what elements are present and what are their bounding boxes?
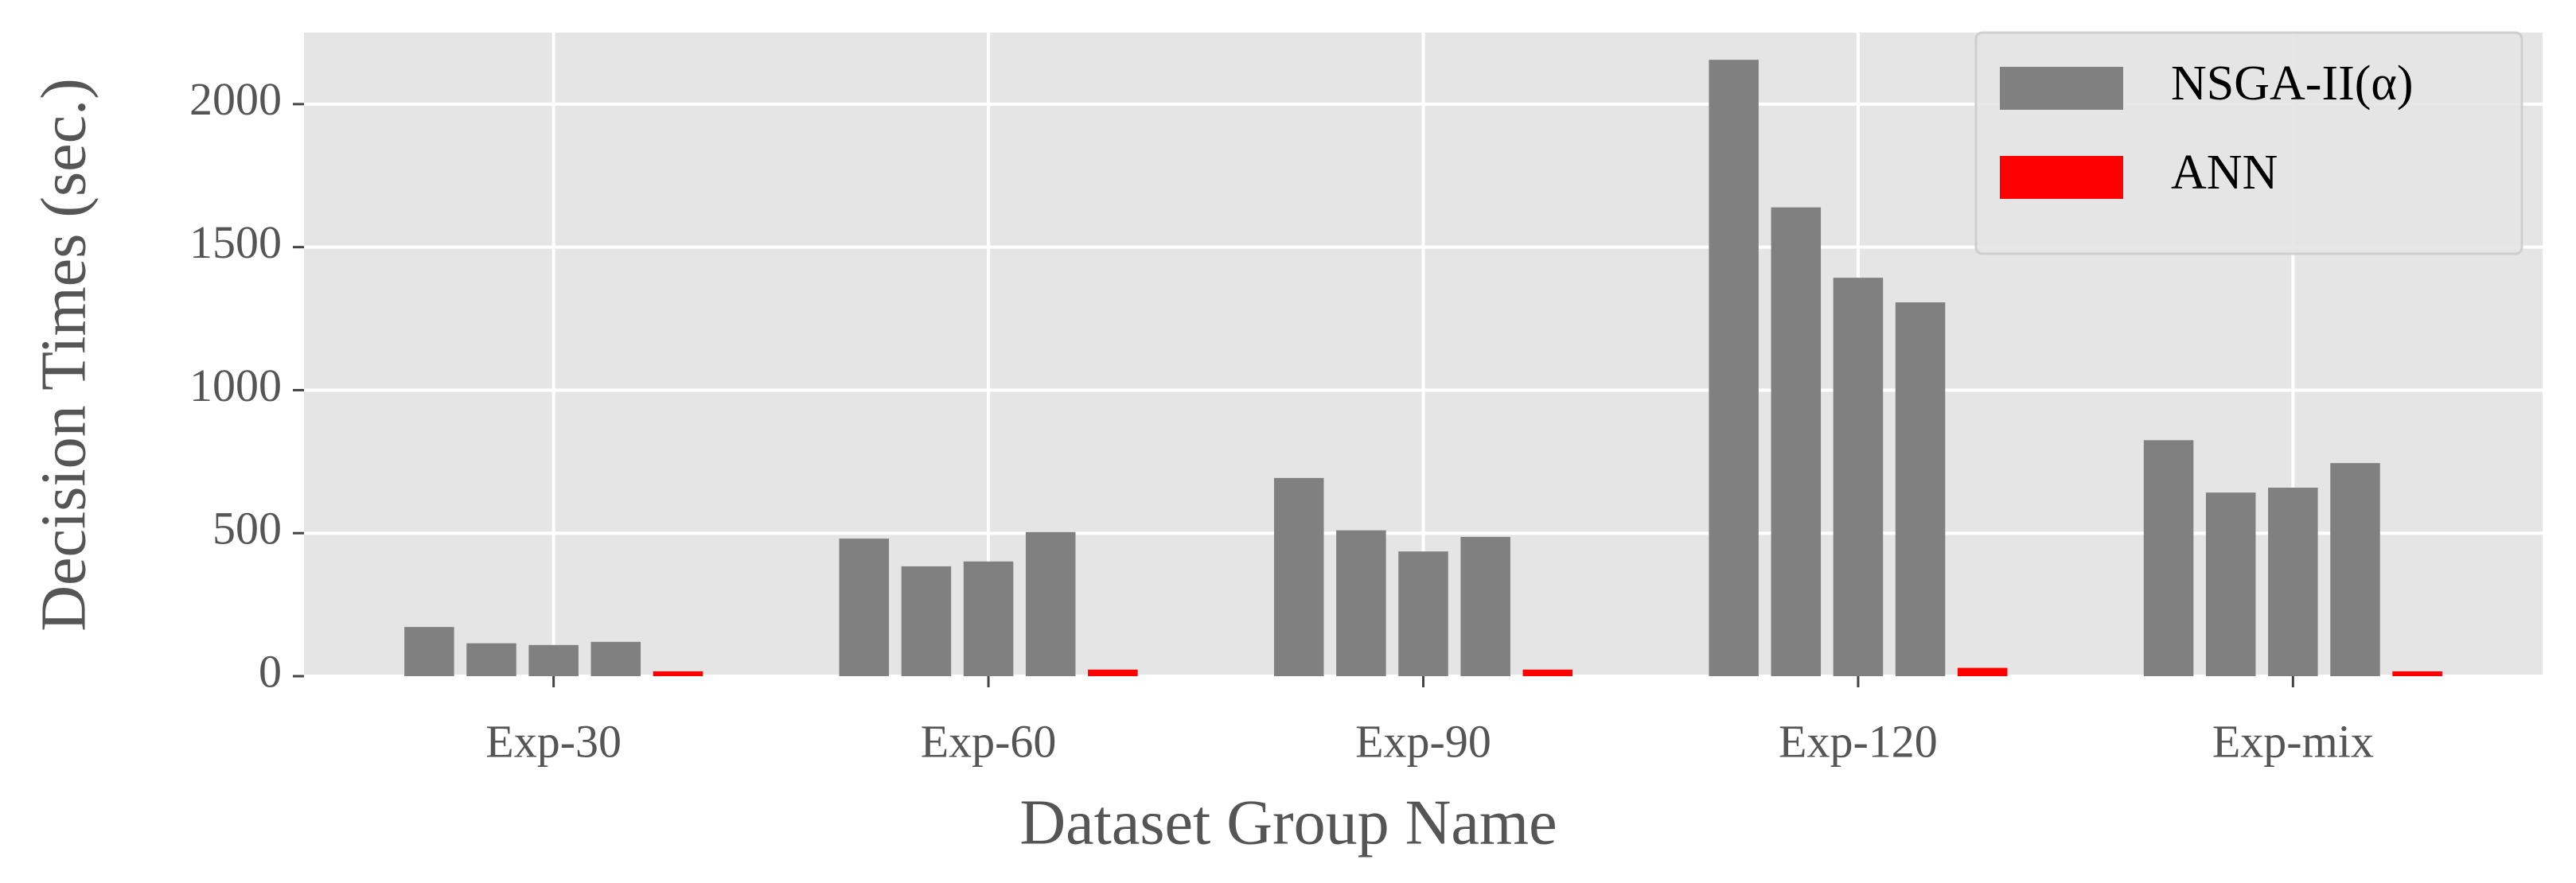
y-tick-label: 1500	[189, 216, 282, 268]
x-axis-label: Dataset Group Name	[1019, 788, 1557, 858]
x-tick-label: Exp-90	[1355, 715, 1491, 767]
bar	[839, 539, 890, 676]
y-tick-label: 500	[212, 503, 282, 554]
y-axis-label: Decision Times (sec.)	[29, 78, 99, 632]
x-tick-label: Exp-120	[1779, 715, 1938, 767]
bar	[901, 566, 952, 676]
bar	[1273, 477, 1324, 676]
bar	[653, 671, 703, 676]
bar	[1771, 207, 1822, 676]
bar	[2205, 492, 2256, 676]
bar	[1460, 536, 1510, 676]
y-tick-label: 1000	[189, 360, 282, 411]
legend-swatch	[2000, 156, 2123, 199]
bar	[528, 644, 579, 676]
bar	[2330, 463, 2380, 676]
bar	[1398, 551, 1448, 676]
bar	[1895, 302, 1946, 676]
bar	[1833, 278, 1884, 676]
bar	[2392, 671, 2442, 676]
legend-label: ANN	[2171, 146, 2278, 200]
x-tick-label: Exp-30	[485, 715, 622, 767]
bar	[1025, 531, 1076, 676]
y-tick-label: 2000	[189, 73, 282, 125]
bar	[466, 643, 516, 676]
bar	[1088, 669, 1138, 676]
marks	[404, 60, 2442, 676]
bar	[1709, 60, 1759, 676]
bar	[2268, 488, 2318, 676]
bar	[590, 641, 641, 676]
y-tick-label: 0	[259, 645, 282, 697]
x-tick-label: Exp-mix	[2212, 715, 2374, 767]
legend-label: NSGA-II(α)	[2171, 56, 2414, 111]
bar	[1336, 530, 1386, 676]
bar	[1522, 669, 1573, 676]
bar	[1957, 667, 2008, 676]
bar	[2143, 440, 2194, 676]
legend-swatch	[2000, 67, 2123, 110]
bar	[963, 561, 1014, 676]
bar	[404, 627, 454, 676]
x-tick-label: Exp-60	[921, 715, 1057, 767]
